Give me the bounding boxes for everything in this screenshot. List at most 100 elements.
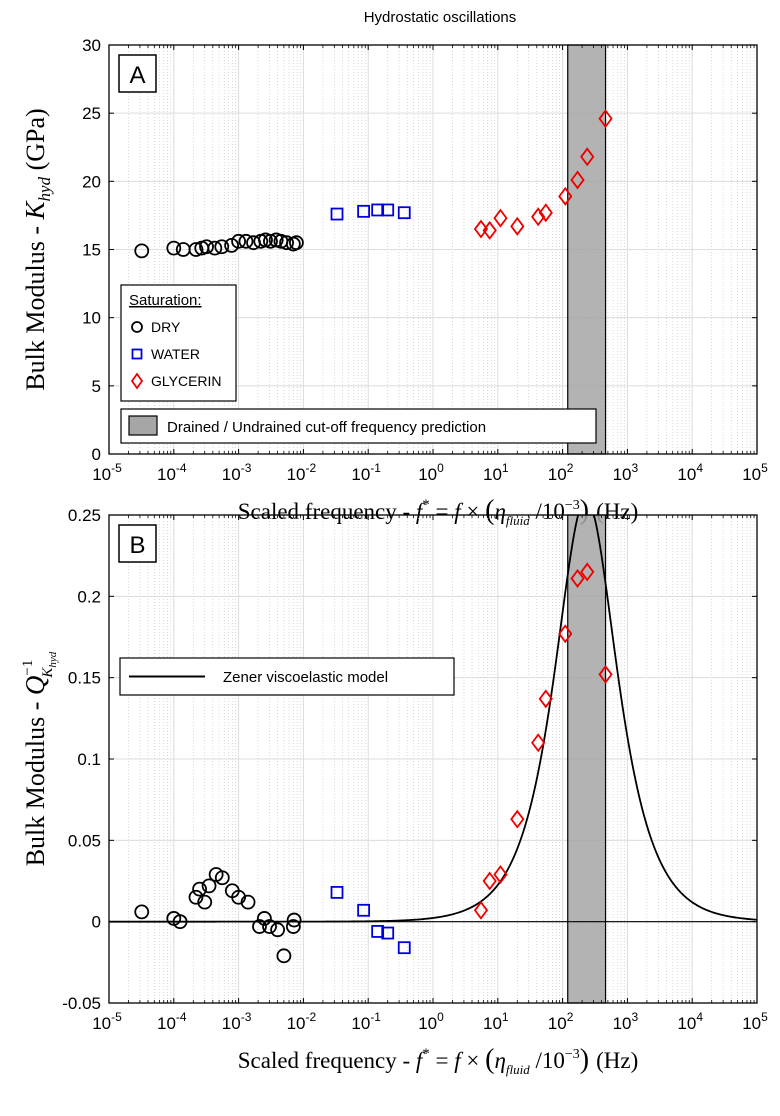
- x-tick-label: 100: [418, 461, 444, 484]
- data-point-glycerin: [558, 186, 573, 206]
- panel-letter: B: [129, 532, 145, 559]
- data-point-dry: [289, 235, 304, 251]
- y-tick-label: 30: [82, 36, 101, 55]
- band-legend-label: Drained / Undrained cut-off frequency pr…: [167, 419, 486, 436]
- data-point-water: [357, 204, 371, 218]
- data-point-glycerin: [510, 809, 525, 829]
- data-point-dry: [276, 948, 292, 964]
- x-tick-label: 105: [742, 1010, 768, 1033]
- data-point-glycerin: [473, 219, 489, 239]
- x-tick-label: 102: [548, 1010, 574, 1033]
- model-legend-label: Zener viscoelastic model: [223, 669, 388, 686]
- data-point-glycerin: [538, 689, 553, 709]
- data-point-dry: [188, 889, 204, 905]
- panel-letter-box: [118, 524, 157, 563]
- x-tick-label: 104: [677, 461, 703, 484]
- data-point-dry: [279, 235, 294, 251]
- series-water: [330, 203, 411, 221]
- plot-area: [134, 109, 613, 259]
- x-tick-label: 10-4: [157, 461, 187, 484]
- data-point-dry: [231, 233, 247, 249]
- data-point-dry: [285, 919, 301, 934]
- data-point-glycerin: [531, 733, 546, 753]
- data-point-dry: [197, 894, 213, 910]
- panel-a: 10-5 10-4 10-3 10-2 10-1 100 101 102 103 104 105 0 5…: [20, 36, 768, 528]
- x-tick-label: 103: [613, 1010, 639, 1033]
- data-point-dry: [240, 894, 256, 910]
- band-legend-swatch: [128, 415, 158, 436]
- panel-b: 10-5 10-4 10-3 10-2 10-1 100 101 102 103 104 105 -0…: [20, 506, 768, 1077]
- data-point-dry: [263, 233, 278, 249]
- y-tick-label: 0.05: [68, 831, 101, 850]
- y-tick-label: 5: [92, 377, 101, 396]
- x-tick-label: 102: [548, 461, 574, 484]
- data-point-dry: [286, 912, 302, 928]
- x-tick-label: 10-4: [157, 1010, 187, 1033]
- data-point-dry: [201, 878, 217, 894]
- data-point-dry: [199, 239, 214, 255]
- y-tick-label: 0.15: [68, 669, 101, 688]
- x-tick-label: 10-2: [287, 461, 317, 484]
- data-point-water: [357, 903, 371, 917]
- legend-entry: WATER: [151, 346, 200, 362]
- data-point-glycerin: [473, 900, 489, 920]
- data-point-glycerin: [570, 568, 585, 588]
- series-glycerin: [473, 562, 613, 920]
- x-tick-label: 101: [483, 1010, 509, 1033]
- data-point-water: [330, 885, 344, 899]
- data-point-glycerin: [482, 220, 497, 240]
- data-point-glycerin: [531, 207, 546, 227]
- y-tick-label: 10: [82, 309, 101, 328]
- data-point-glycerin: [580, 562, 595, 582]
- data-point-dry: [214, 870, 230, 886]
- x-tick-label: 10-5: [92, 1010, 122, 1033]
- panel-letter-box: [118, 54, 157, 93]
- y-tick-label: 0.1: [77, 750, 101, 769]
- legend-marker-dry: [131, 321, 143, 333]
- x-tick-label: 10-2: [287, 1010, 317, 1033]
- data-point-glycerin: [493, 864, 508, 884]
- legend-entry: DRY: [151, 319, 181, 335]
- x-axis-label: Scaled frequency - f* = f × (ηfluid /10−…: [238, 1044, 639, 1077]
- x-tick-label: 104: [677, 1010, 703, 1033]
- plot-area: [109, 515, 757, 964]
- data-point-glycerin: [538, 203, 553, 223]
- data-point-glycerin: [570, 170, 585, 190]
- data-point-dry: [256, 911, 272, 926]
- data-point-dry: [188, 242, 204, 257]
- y-tick-label: 0.2: [77, 587, 101, 606]
- data-point-dry: [134, 243, 150, 259]
- data-point-glycerin: [510, 216, 525, 236]
- saturation-legend: [120, 284, 237, 402]
- series-dry: [134, 867, 302, 964]
- band-legend: [120, 408, 597, 444]
- data-point-water: [397, 206, 411, 220]
- data-point-glycerin: [558, 624, 573, 644]
- y-tick-label: 20: [82, 172, 101, 191]
- data-point-dry: [207, 240, 223, 256]
- data-point-dry: [214, 239, 230, 255]
- legend-marker-water: [131, 348, 143, 360]
- data-point-dry: [192, 881, 207, 897]
- y-axis-label: Bulk Modulus - Khyd (GPa): [20, 108, 54, 390]
- data-point-dry: [172, 914, 188, 930]
- series-water: [330, 885, 411, 955]
- legend-marker-glycerin: [130, 372, 144, 390]
- data-point-glycerin: [493, 208, 508, 228]
- x-tick-label: 103: [613, 461, 639, 484]
- x-tick-label: 100: [418, 1010, 444, 1033]
- data-point-water: [397, 941, 411, 955]
- data-point-dry: [270, 922, 286, 938]
- data-point-dry: [134, 904, 150, 920]
- data-point-glycerin: [598, 109, 613, 129]
- y-axis-label: Bulk Modulus - Q−1 Khyd: [20, 651, 59, 866]
- x-tick-label: 10-3: [222, 1010, 252, 1033]
- y-tick-label: 0: [92, 445, 101, 464]
- x-tick-label: 101: [483, 461, 509, 484]
- data-point-water: [381, 203, 395, 217]
- data-point-dry: [262, 919, 277, 934]
- data-point-dry: [252, 919, 267, 934]
- data-point-water: [371, 925, 385, 938]
- x-tick-label: 105: [742, 461, 768, 484]
